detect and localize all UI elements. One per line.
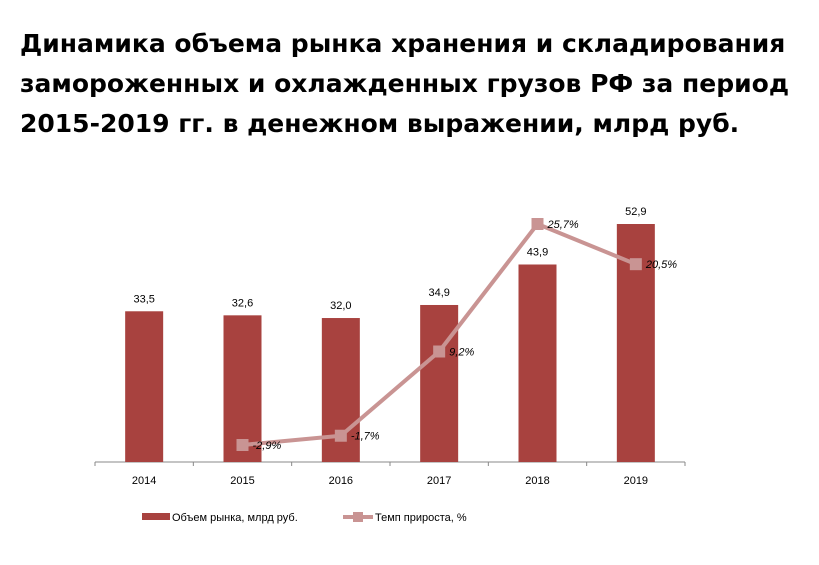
bar-value-label-2016: 32,0 (330, 300, 351, 312)
legend-bar-swatch (142, 513, 170, 520)
growth-marker-2016 (334, 429, 347, 442)
chart-title: Динамика объема рынка хранения и складир… (20, 24, 810, 144)
x-tick-label-2017: 2017 (427, 475, 451, 487)
growth-value-label-2018: 25,7% (547, 219, 579, 231)
x-tick-label-2015: 2015 (230, 475, 254, 487)
bar-2017 (420, 304, 459, 462)
title-line-3: 2015-2019 гг. в денежном выражении, млрд… (20, 109, 740, 138)
x-tick-label-2016: 2016 (329, 475, 353, 487)
growth-marker-2017 (433, 345, 446, 358)
growth-value-label-2019: 20,5% (645, 259, 677, 271)
growth-value-label-2017: 9,2% (449, 347, 474, 359)
growth-marker-2019 (629, 258, 642, 271)
x-tick-label-2018: 2018 (525, 475, 549, 487)
x-tick-label-2014: 2014 (132, 475, 156, 487)
bar-value-label-2017: 34,9 (428, 287, 449, 299)
x-tick-label-2019: 2019 (624, 475, 648, 487)
bar-value-label-2014: 33,5 (133, 293, 154, 305)
growth-value-label-2015: -2,9% (253, 440, 282, 452)
growth-marker-2018 (531, 218, 544, 230)
bar-value-label-2018: 43,9 (527, 246, 548, 258)
growth-value-label-2016: -1,7% (351, 431, 380, 443)
bar-value-label-2015: 32,6 (232, 297, 253, 309)
bar-2018 (518, 264, 557, 462)
legend-bar-label: Объем рынка, млрд руб. (172, 512, 298, 524)
bar-2015 (223, 315, 262, 462)
bar-value-label-2019: 52,9 (625, 206, 646, 218)
bar-2014 (125, 311, 164, 462)
growth-marker-2015 (236, 439, 249, 451)
title-line-1: Динамика объема рынка хранения и складир… (20, 29, 786, 58)
legend-line-label: Темп прироста, % (375, 512, 467, 524)
legend-line-marker (353, 512, 363, 522)
title-line-2: замороженных и охлажденных грузов РФ за … (20, 69, 790, 98)
